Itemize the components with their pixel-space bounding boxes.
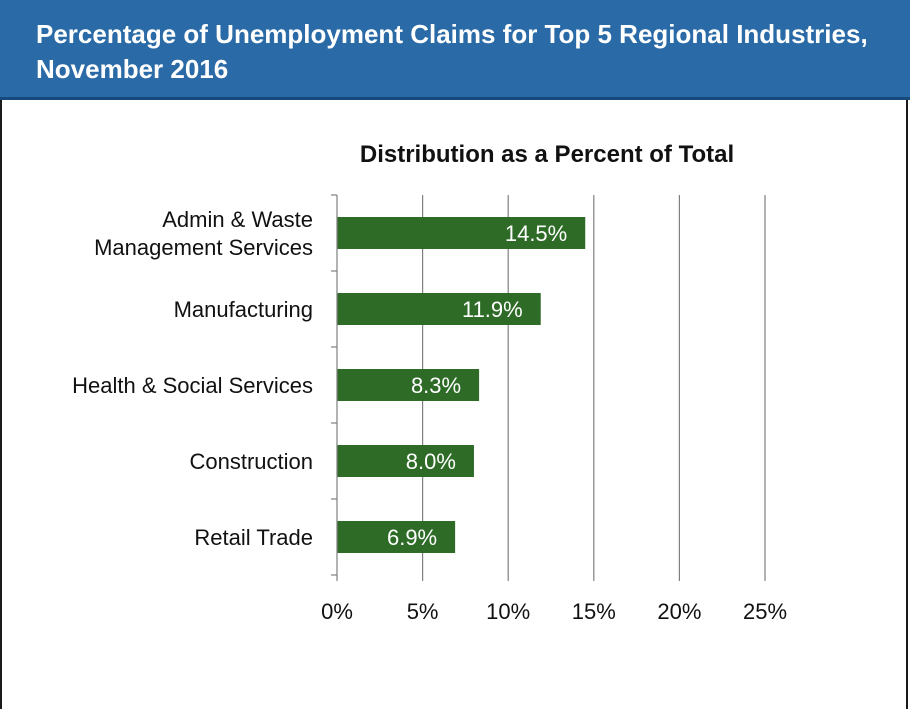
- x-tick-label: 0%: [321, 599, 353, 624]
- data-label: 8.0%: [406, 449, 456, 474]
- axes: [331, 194, 766, 581]
- category-label: Manufacturing: [174, 297, 313, 322]
- category-label: Management Services: [94, 235, 313, 260]
- bar-chart: Distribution as a Percent of Total 0% 5% 1…: [72, 141, 787, 624]
- data-label: 8.3%: [411, 373, 461, 398]
- chart-title: Distribution as a Percent of Total: [360, 141, 734, 168]
- header-banner: Percentage of Unemployment Claims for To…: [0, 0, 910, 100]
- bar: [337, 293, 541, 325]
- x-tick-label: 20%: [657, 599, 701, 624]
- page-title: Percentage of Unemployment Claims for To…: [36, 19, 868, 84]
- x-tick-label: 5%: [407, 599, 439, 624]
- category-label: Construction: [189, 449, 313, 474]
- bar: [337, 217, 586, 249]
- data-label: 14.5%: [505, 221, 567, 246]
- bar: [337, 521, 456, 553]
- category-label: Admin & Waste: [162, 207, 313, 232]
- x-tick-label: 15%: [572, 599, 616, 624]
- bar: [337, 369, 480, 401]
- category-label: Retail Trade: [194, 525, 313, 550]
- data-label: 11.9%: [462, 297, 523, 322]
- data-label: 6.9%: [387, 525, 437, 550]
- bar: [337, 445, 474, 477]
- x-tick-label: 25%: [743, 599, 787, 624]
- x-tick-label: 10%: [486, 599, 530, 624]
- labels: 0% 5% 10% 15% 20% 25% 14.5% Admin & Waste Manage…: [72, 207, 787, 624]
- bars: [337, 217, 586, 553]
- category-label: Health & Social Services: [72, 373, 313, 398]
